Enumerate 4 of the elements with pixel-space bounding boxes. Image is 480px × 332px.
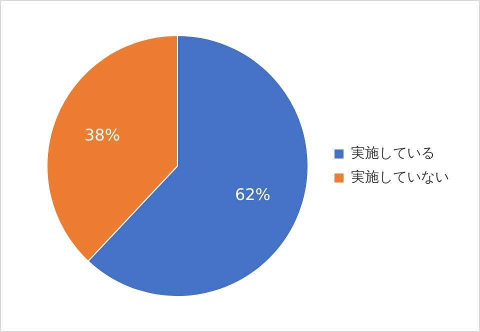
data-label: 38% [84,125,120,144]
data-label: 62% [234,184,271,204]
legend-label: 実施していない [351,170,449,186]
legend-label: 実施している [351,146,435,162]
